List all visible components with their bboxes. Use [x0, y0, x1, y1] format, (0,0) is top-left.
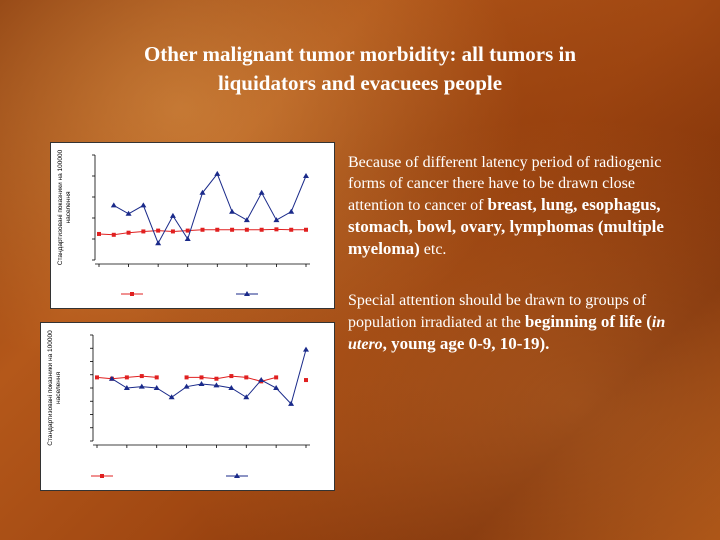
- chart-0-series-0-point: [230, 227, 235, 232]
- chart-1-series-1-point: [303, 346, 309, 352]
- age-groups-text: , young age 0-9, 10-19).: [382, 334, 550, 353]
- chart-1-series-0-point: [229, 374, 234, 379]
- chart-0-series-1-point: [199, 189, 206, 195]
- chart-0-series-0-point: [170, 229, 175, 234]
- chart-1-series-0-point: [184, 375, 189, 380]
- chart-0-series-1-point: [125, 210, 132, 216]
- chart-1-y-axis-label: Стандартизовані показники на 100000насел…: [46, 330, 62, 446]
- paren-open-text: (: [641, 312, 652, 331]
- chart-0-y-axis-label: Стандартизовані показники на 100000насел…: [56, 149, 72, 265]
- chart-0-series-1-point: [155, 240, 162, 246]
- slide-title: Other malignant tumor morbidity: all tum…: [80, 40, 640, 98]
- chart-0-series-1-point: [273, 217, 280, 223]
- chart-0-series-1-point: [214, 170, 221, 176]
- chart-1-series-1-point: [273, 385, 280, 390]
- chart-0-series-0-point: [215, 227, 220, 232]
- chart-0-series-0-point: [126, 230, 131, 235]
- latency-text-end: etc.: [419, 241, 447, 258]
- chart-1-series-0-point: [95, 375, 99, 380]
- chart-a-svg: Стандартизовані показники на 100000насел…: [56, 149, 310, 296]
- chart-1-series-0-point: [244, 375, 249, 380]
- chart-1-series-1-point: [258, 377, 265, 383]
- latency-text: Because of different latency period of r…: [348, 154, 662, 214]
- chart-1-legend-marker: [234, 473, 240, 478]
- chart-1-series-0-point: [274, 375, 279, 380]
- chart-1-series-1-point: [153, 385, 160, 390]
- chart-b-svg: Стандартизовані показники на 100000насел…: [46, 330, 310, 478]
- beginning-of-life-text: beginning of life: [524, 312, 642, 331]
- chart-1-series-0-point: [139, 374, 144, 379]
- title-line-2: liquidators and evacuees people: [217, 71, 503, 95]
- chart-1-series-0-point: [154, 375, 159, 380]
- chart-1-series-1-point: [168, 394, 175, 400]
- chart-1-series-0-point: [214, 376, 219, 381]
- chart-0-series-0-point: [111, 232, 116, 237]
- chart-1-series-1-point: [108, 375, 115, 381]
- chart-1-series-1-line: [111, 349, 307, 405]
- chart-1-series-1-point: [183, 383, 190, 389]
- chart-0-series-1-point: [303, 173, 309, 178]
- latency-paragraph: Because of different latency period of r…: [348, 152, 693, 260]
- chart-1-series-1-point: [138, 383, 145, 389]
- chart-0-legend-marker: [130, 292, 134, 296]
- chart-0-series-1-point: [110, 202, 117, 208]
- chart-0-series-1-line: [113, 172, 307, 245]
- chart-0-series-1-point: [243, 217, 250, 223]
- chart-0-series-0-point: [97, 231, 101, 236]
- chart-0-series-1-point: [169, 212, 176, 218]
- chart-0-series-0-point: [274, 227, 279, 232]
- chart-0-series-0-point: [259, 227, 264, 232]
- chart-1-series-0-point: [304, 378, 308, 383]
- chart-1-series-0-point: [199, 375, 204, 380]
- chart-0-series-0-point: [289, 227, 294, 232]
- chart-1-series-1-point: [228, 385, 235, 390]
- chart-1-legend-marker: [100, 474, 104, 478]
- chart-0-series-0-point: [244, 227, 249, 232]
- chart-0-series-1-point: [140, 202, 147, 208]
- chart-0-series-1-point: [184, 236, 191, 241]
- chart-b: Стандартизовані показники на 100000насел…: [40, 322, 335, 491]
- chart-0-series-1-point: [258, 189, 265, 195]
- title-line-1: Other malignant tumor morbidity: all tum…: [143, 42, 577, 66]
- chart-0-series-0-point: [200, 227, 205, 232]
- chart-1-series-1-point: [198, 381, 205, 387]
- chart-1-series-1-point: [288, 400, 295, 406]
- chart-a: Стандартизовані показники на 100000насел…: [50, 142, 335, 309]
- chart-1-series-1-point: [213, 382, 220, 388]
- chart-1-series-1-point: [243, 394, 250, 400]
- attention-paragraph: Special attention should be drawn to gro…: [348, 290, 698, 355]
- attention-text: Special attention should be drawn to gro…: [348, 292, 647, 331]
- chart-0-series-1-point: [288, 208, 295, 214]
- chart-0-legend-marker: [244, 291, 250, 296]
- chart-0-series-0-point: [141, 229, 146, 234]
- chart-1-series-0-point: [124, 375, 129, 380]
- cancer-sites-text: breast, lung, esophagus, stomach, bowl, …: [348, 195, 664, 258]
- chart-1-series-1-point: [123, 385, 130, 390]
- in-utero-text: in utero: [348, 314, 666, 353]
- chart-0-series-0-point: [304, 227, 308, 232]
- chart-0-series-0-point: [156, 228, 161, 233]
- chart-0-series-0-point: [185, 228, 190, 233]
- chart-0-series-1-point: [229, 208, 236, 214]
